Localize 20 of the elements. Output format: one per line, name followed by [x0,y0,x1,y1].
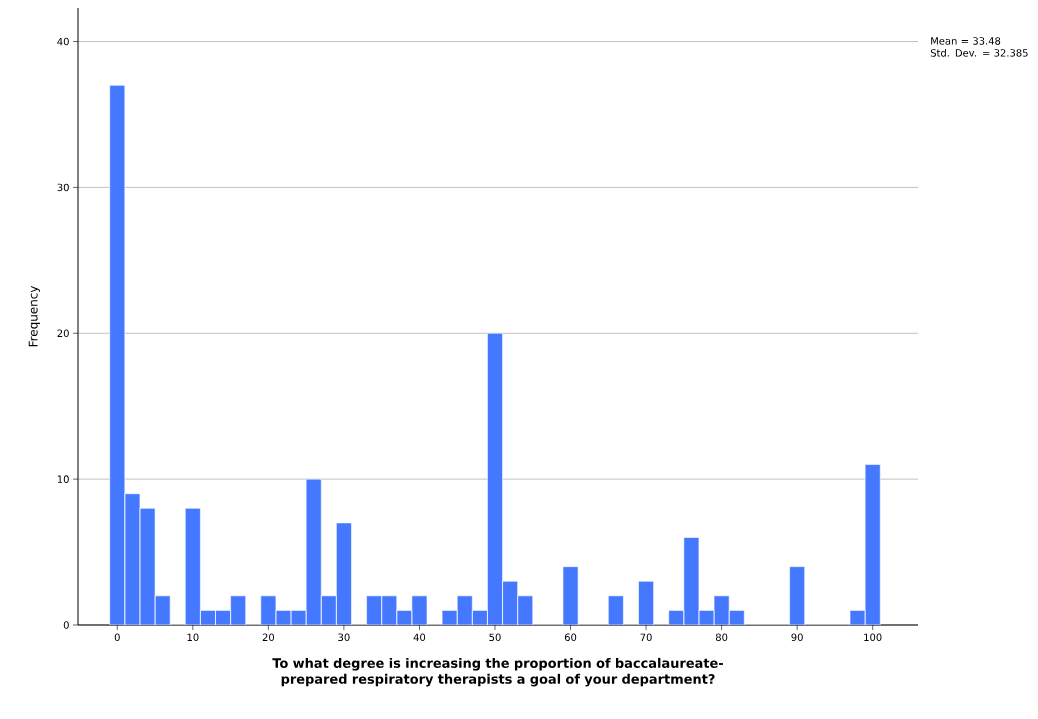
x-tick-label: 100 [864,633,882,642]
x-tick-label: 80 [715,633,728,642]
x-tick-label: 30 [338,633,350,642]
y-tick-label: 40 [57,37,69,46]
y-tick-label: 30 [57,183,69,192]
x-tick-label: 90 [791,633,803,642]
x-tick-label: 10 [187,633,199,642]
y-axis-title: Frequency [28,285,40,347]
x-tick-label: 70 [640,633,652,642]
y-tick-label: 20 [57,329,69,338]
x-tick-label: 50 [489,633,501,642]
x-axis-title: To what degree is increasing the proportion of baccalaureate-prepared respiratory therapists a goal of your department? [272,657,723,687]
x-tick-label: 40 [413,633,426,642]
x-tick-label: 20 [262,633,275,642]
text: Std. Dev. = 32.385 [930,48,1028,57]
text: Mean = 33.48 [931,37,1001,45]
y-tick-label: 0 [63,621,69,629]
y-tick-label: 10 [57,475,69,483]
x-tick-label: 60 [564,633,577,642]
x-tick-label: 0 [114,633,120,642]
